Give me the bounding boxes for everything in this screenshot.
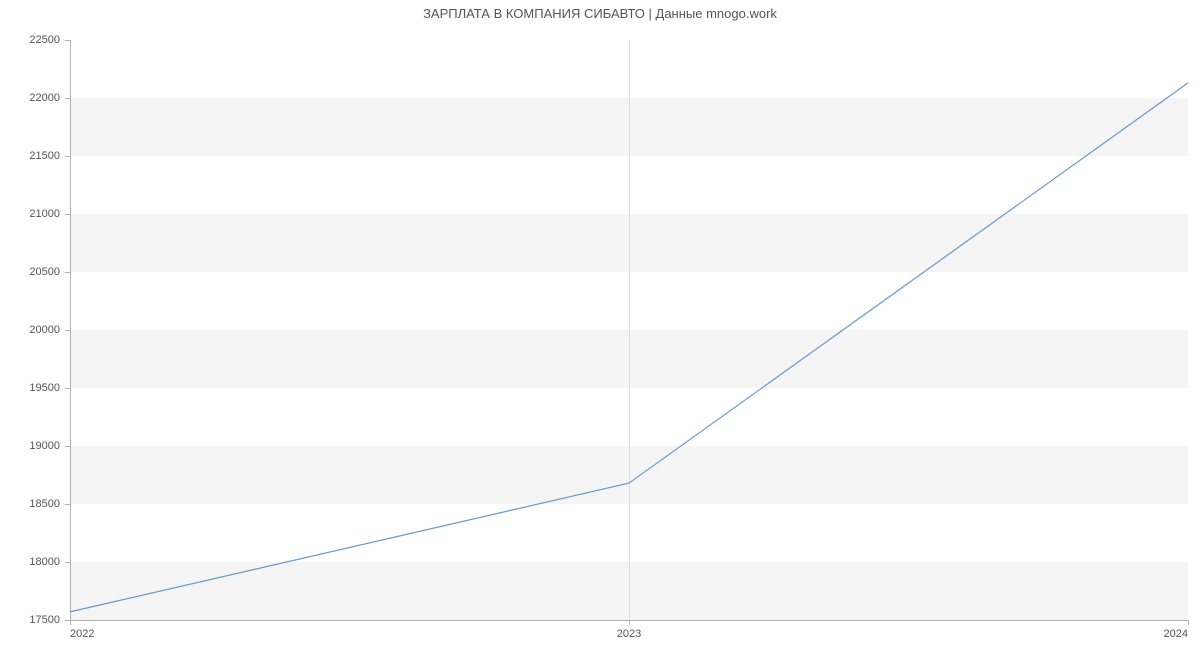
x-tick-label: 2023: [617, 620, 641, 640]
y-tick-label: 21500: [29, 150, 70, 162]
y-tick-label: 19000: [29, 440, 70, 452]
y-tick-label: 19500: [29, 382, 70, 394]
y-tick-label: 21000: [29, 208, 70, 220]
y-tick-label: 17500: [29, 614, 70, 626]
plot-area: 1750018000185001900019500200002050021000…: [70, 40, 1188, 620]
chart-title: ЗАРПЛАТА В КОМПАНИЯ СИБАВТО | Данные mno…: [0, 6, 1200, 21]
y-tick-label: 20000: [29, 324, 70, 336]
series-line-salary: [70, 83, 1188, 612]
y-tick-label: 18000: [29, 556, 70, 568]
y-tick-label: 20500: [29, 266, 70, 278]
x-tick-label: 2024: [1164, 620, 1188, 640]
chart-container: ЗАРПЛАТА В КОМПАНИЯ СИБАВТО | Данные mno…: [0, 0, 1200, 650]
x-tick-label: 2022: [70, 620, 94, 640]
x-tick: [1188, 620, 1189, 625]
y-tick-label: 22500: [29, 34, 70, 46]
y-tick-label: 22000: [29, 92, 70, 104]
y-tick-label: 18500: [29, 498, 70, 510]
series-layer: [70, 40, 1188, 620]
